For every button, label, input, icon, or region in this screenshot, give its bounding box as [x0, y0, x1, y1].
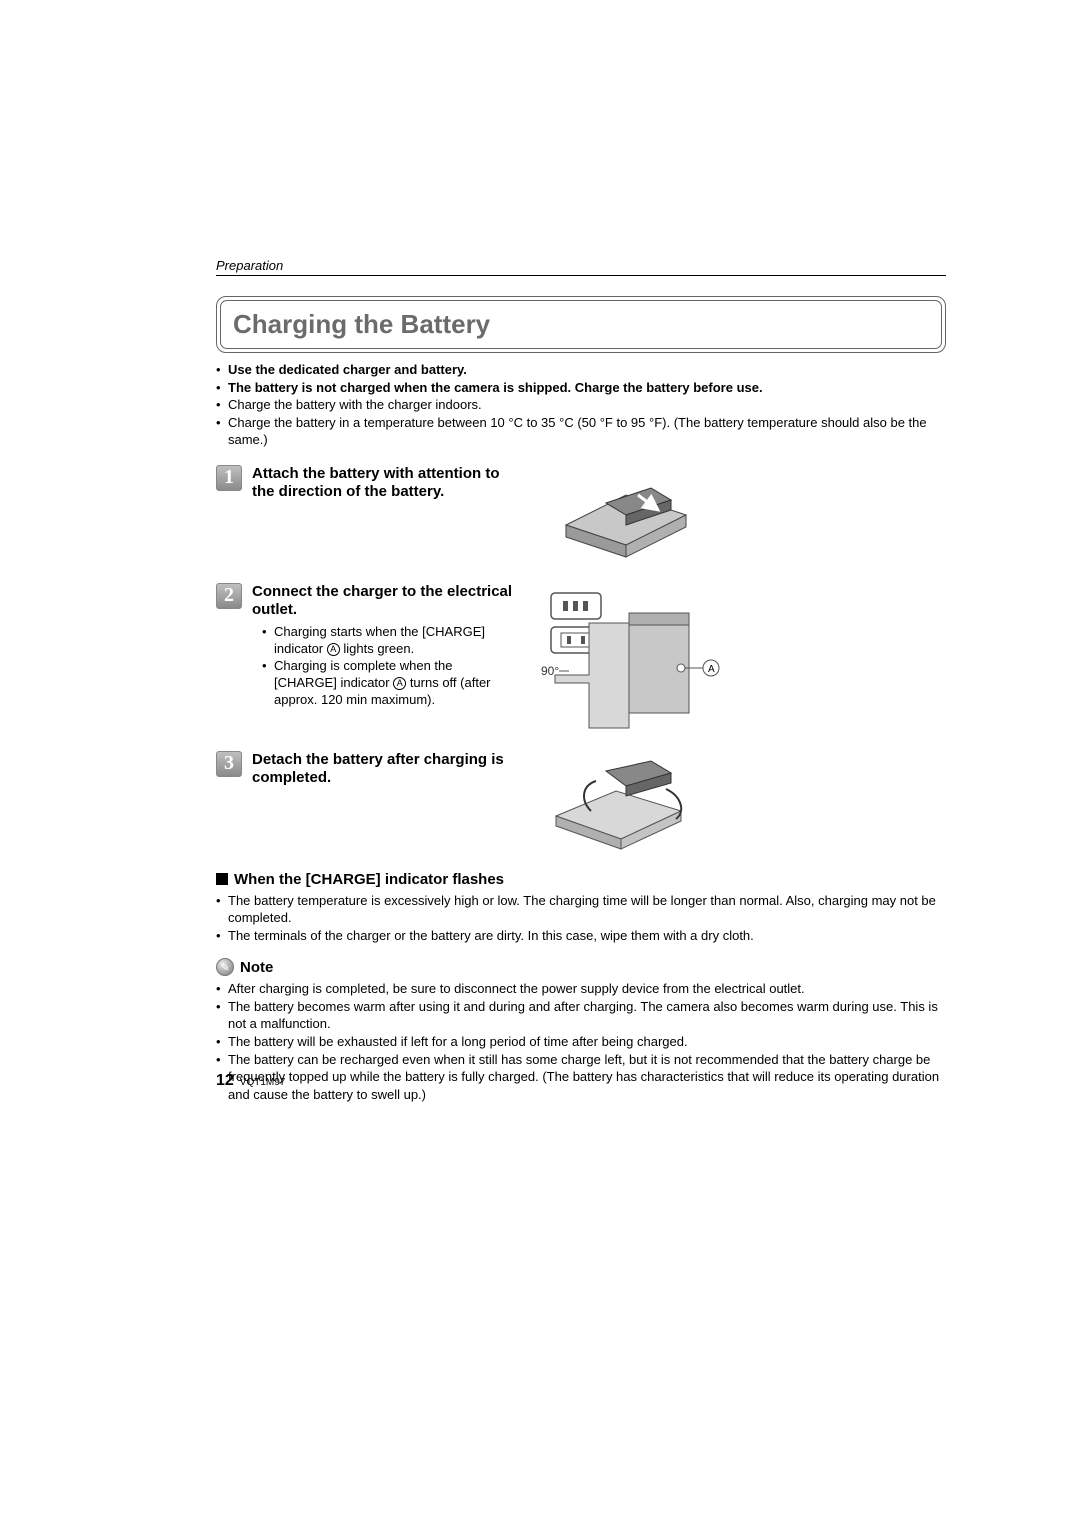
section-header: Preparation [216, 258, 946, 276]
bullet-row: •Charging starts when the [CHARGE] indic… [262, 624, 516, 658]
step-3: 3 Detach the battery after charging is c… [216, 751, 946, 851]
step-body: Detach the battery after charging is com… [252, 751, 516, 793]
step-number-badge: 1 [216, 465, 242, 491]
bullet-text: After charging is completed, be sure to … [228, 980, 805, 998]
step-2-illustration: 90° A [536, 583, 716, 733]
page-number: 12 [216, 1072, 234, 1090]
step-body: Connect the charger to the electrical ou… [252, 583, 516, 709]
svg-text:A: A [708, 664, 715, 675]
bullet-text: Use the dedicated charger and battery. [228, 361, 467, 379]
bullet-text: The battery will be exhausted if left fo… [228, 1033, 688, 1051]
bullet-text: The battery is not charged when the came… [228, 379, 763, 397]
bullet-row: •The battery can be recharged even when … [216, 1051, 946, 1104]
indicator-a-icon: A [327, 643, 340, 656]
step-number-badge: 2 [216, 583, 242, 609]
intro-bullets: •Use the dedicated charger and battery.•… [216, 361, 946, 449]
title-inner: Charging the Battery [220, 300, 942, 349]
step-3-illustration [536, 751, 716, 851]
bullet-row: •Use the dedicated charger and battery. [216, 361, 946, 379]
bullet-dot: • [216, 980, 228, 998]
bullet-dot: • [216, 379, 228, 397]
bullet-dot: • [216, 1033, 228, 1051]
bullet-dot: • [262, 658, 274, 709]
bullet-row: •The battery temperature is excessively … [216, 892, 946, 927]
doc-code: VQT1M97 [240, 1077, 286, 1088]
bullet-text: The battery becomes warm after using it … [228, 998, 946, 1033]
step-number-badge: 3 [216, 751, 242, 777]
step-left: 3 Detach the battery after charging is c… [216, 751, 516, 793]
page-content: Preparation Charging the Battery •Use th… [216, 258, 946, 1103]
bullet-text: The battery temperature is excessively h… [228, 892, 946, 927]
bullet-dot: • [216, 892, 228, 927]
bullet-row: •Charge the battery with the charger ind… [216, 396, 946, 414]
note-icon: ✎ [216, 958, 234, 976]
page-title: Charging the Battery [233, 309, 929, 340]
bullet-row: •The battery becomes warm after using it… [216, 998, 946, 1033]
bullet-row: •The terminals of the charger or the bat… [216, 927, 946, 945]
bullet-dot: • [216, 927, 228, 945]
bullet-dot: • [216, 396, 228, 414]
bullet-row: •The battery is not charged when the cam… [216, 379, 946, 397]
flash-heading-text: When the [CHARGE] indicator flashes [234, 871, 504, 888]
title-box: Charging the Battery [216, 296, 946, 353]
note-label: Note [240, 959, 273, 976]
step-left: 1 Attach the battery with attention to t… [216, 465, 516, 507]
bullet-dot: • [262, 624, 274, 658]
bullet-text: Charge the battery with the charger indo… [228, 396, 482, 414]
step-1-illustration [536, 465, 716, 565]
bullet-dot: • [216, 414, 228, 449]
step-1: 1 Attach the battery with attention to t… [216, 465, 946, 565]
note-heading: ✎ Note [216, 958, 946, 976]
step-2: 2 Connect the charger to the electrical … [216, 583, 946, 733]
bullet-row: •Charge the battery in a temperature bet… [216, 414, 946, 449]
bullet-row: •After charging is completed, be sure to… [216, 980, 946, 998]
step-title: Detach the battery after charging is com… [252, 751, 516, 789]
step-title: Attach the battery with attention to the… [252, 465, 516, 503]
flash-heading: When the [CHARGE] indicator flashes [216, 871, 946, 888]
bullet-row: •Charging is complete when the [CHARGE] … [262, 658, 516, 709]
bullet-text: The terminals of the charger or the batt… [228, 927, 754, 945]
bullet-row: •The battery will be exhausted if left f… [216, 1033, 946, 1051]
step-left: 2 Connect the charger to the electrical … [216, 583, 516, 709]
step-title: Connect the charger to the electrical ou… [252, 583, 516, 621]
note-bullets: •After charging is completed, be sure to… [216, 980, 946, 1103]
page-footer: 12 VQT1M97 [216, 1072, 285, 1090]
bullet-text: Charging is complete when the [CHARGE] i… [274, 658, 516, 709]
flash-bullets: •The battery temperature is excessively … [216, 892, 946, 945]
bullet-text: Charge the battery in a temperature betw… [228, 414, 946, 449]
bullet-text: The battery can be recharged even when i… [228, 1051, 946, 1104]
step-body: Attach the battery with attention to the… [252, 465, 516, 507]
bullet-dot: • [216, 361, 228, 379]
step-sub-bullets: •Charging starts when the [CHARGE] indic… [252, 624, 516, 708]
bullet-dot: • [216, 998, 228, 1033]
bullet-text: Charging starts when the [CHARGE] indica… [274, 624, 516, 658]
square-bullet-icon [216, 873, 228, 885]
indicator-a-icon: A [393, 677, 406, 690]
